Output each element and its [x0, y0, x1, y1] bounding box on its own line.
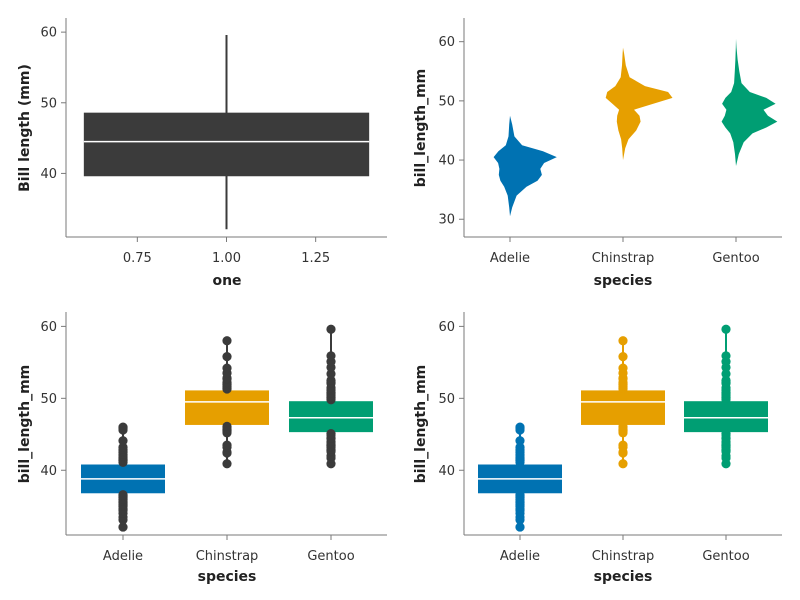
x-tick-label: Chinstrap — [196, 549, 259, 564]
x-tick-label: Gentoo — [702, 549, 749, 564]
x-axis-label: one — [212, 273, 241, 289]
x-tick-label: Adelie — [500, 549, 540, 564]
outlier-point — [222, 459, 232, 469]
x-tick-label: Chinstrap — [592, 251, 655, 266]
outlier-point — [721, 351, 731, 361]
panel-violin-species: bill_length_mm species 30 40 50 60 Adelie Chi… — [413, 18, 782, 289]
violin-adelie — [493, 115, 557, 217]
outlier-point — [222, 363, 232, 373]
outlier-point — [618, 336, 628, 346]
outlier-point — [118, 490, 128, 500]
marks-group — [81, 324, 373, 532]
outlier-point — [326, 428, 336, 439]
x-tick-label: 1.00 — [212, 251, 241, 266]
y-axis-label: bill_length_mm — [17, 365, 33, 484]
panel-boxplot-species-dark: bill_length_mm species 40 50 60 Adelie Chins… — [17, 312, 387, 585]
x-axis-label: species — [198, 569, 257, 585]
y-tick-label: 40 — [40, 167, 57, 182]
box — [83, 112, 370, 177]
x-tick-label: 0.75 — [123, 251, 152, 266]
y-axis-label: Bill length (mm) — [17, 64, 33, 192]
y-tick-label: 50 — [40, 96, 57, 111]
x-axis-label: species — [594, 273, 653, 289]
outlier-point — [515, 422, 525, 432]
y-tick-label: 50 — [438, 94, 455, 109]
marks-group — [478, 324, 768, 532]
x-tick-label: Gentoo — [307, 549, 354, 564]
y-tick-label: 50 — [438, 392, 455, 407]
panel-boxplot-species-colored: bill_length_mm species 40 50 60 Adelie Chins… — [413, 312, 782, 585]
panel-bill-length-one: Bill length (mm) one 40 50 60 0.75 1.00 1.25 — [17, 18, 387, 289]
y-tick-label: 60 — [438, 320, 455, 335]
outlier-point — [515, 490, 525, 500]
outlier-point — [118, 422, 128, 432]
ticks-group: 40 50 60 Adelie Chinstrap Gentoo — [40, 320, 354, 564]
y-axis-label: bill_length_mm — [413, 365, 429, 484]
outlier-point — [721, 324, 731, 334]
outlier-point — [326, 351, 336, 361]
y-tick-label: 40 — [438, 464, 455, 479]
y-tick-label: 40 — [40, 464, 57, 479]
y-axis-label: bill_length_mm — [413, 69, 429, 188]
x-tick-label: Chinstrap — [592, 549, 655, 564]
outlier-point — [721, 375, 731, 385]
outlier-point — [515, 442, 525, 452]
outlier-point — [118, 522, 128, 532]
x-tick-label: 1.25 — [301, 251, 330, 266]
ticks-group: 30 40 50 60 Adelie Chinstrap Gentoo — [438, 35, 759, 266]
y-tick-label: 50 — [40, 392, 57, 407]
violin-gentoo — [721, 38, 778, 167]
outlier-point — [222, 440, 232, 450]
outlier-point — [118, 442, 128, 452]
y-tick-label: 30 — [438, 213, 455, 228]
ticks-group: 40 50 60 0.75 1.00 1.25 — [40, 26, 330, 266]
outlier-point — [618, 363, 628, 373]
box-chinstrap — [185, 390, 269, 425]
y-tick-label: 60 — [438, 35, 455, 50]
x-tick-label: Gentoo — [712, 251, 759, 266]
box-gentoo — [684, 401, 768, 433]
violin-chinstrap — [605, 47, 673, 161]
marks-group — [493, 38, 778, 217]
outlier-point — [618, 421, 628, 431]
ticks-group: 40 50 60 Adelie Chinstrap Gentoo — [438, 320, 749, 564]
outlier-point — [222, 421, 232, 431]
outlier-point — [326, 375, 336, 385]
outlier-point — [515, 436, 525, 446]
box-gentoo — [289, 401, 373, 433]
outlier-point — [721, 369, 731, 379]
outlier-point — [618, 352, 628, 362]
box-chinstrap — [581, 390, 665, 425]
outlier-point — [515, 522, 525, 532]
marks-group — [83, 34, 370, 230]
outlier-point — [721, 428, 731, 439]
outlier-point — [222, 336, 232, 346]
outlier-point — [326, 324, 336, 334]
x-tick-label: Adelie — [103, 549, 143, 564]
y-tick-label: 60 — [40, 320, 57, 335]
x-tick-label: Adelie — [490, 251, 530, 266]
outlier-point — [618, 459, 628, 469]
outlier-point — [618, 440, 628, 450]
y-tick-label: 60 — [40, 26, 57, 41]
outlier-point — [118, 436, 128, 446]
outlier-point — [326, 369, 336, 379]
x-axis-label: species — [594, 569, 653, 585]
outlier-point — [222, 352, 232, 362]
y-tick-label: 40 — [438, 154, 455, 169]
